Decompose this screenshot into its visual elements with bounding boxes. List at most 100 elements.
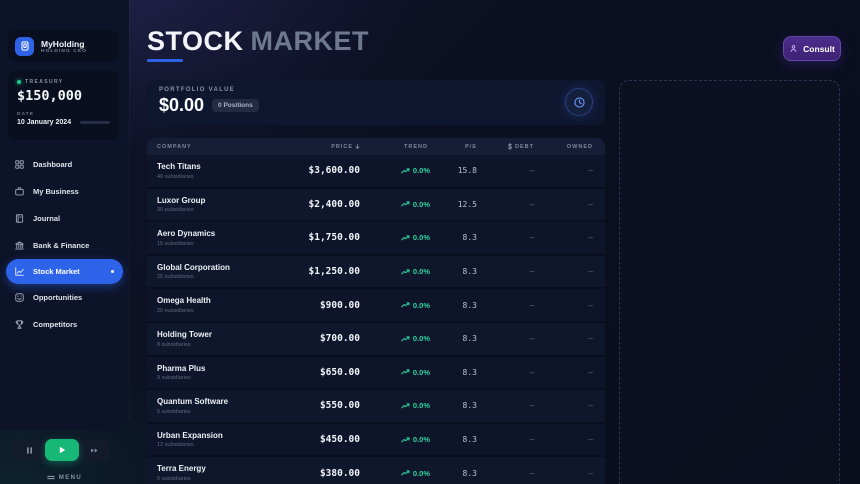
portfolio-value: $0.00 [159, 95, 205, 115]
pe-cell: 8.3 [462, 233, 477, 243]
trend-value: 0.0% [412, 401, 430, 411]
trend-value: 0.0% [412, 300, 430, 310]
trend-value: 0.0% [412, 199, 430, 209]
journal-icon [14, 213, 25, 224]
stock-row-omega-health[interactable]: Omega Health 20 subsidiaries $900.00 0.0… [147, 289, 605, 323]
trend-value: 0.0% [412, 334, 430, 344]
pause-icon [25, 446, 34, 455]
company-subsidiaries: 15 subsidiaries [157, 240, 194, 247]
building-icon [19, 40, 31, 52]
menu-button[interactable]: MENU [0, 474, 129, 481]
consult-button[interactable]: Consult [783, 36, 841, 61]
pe-cell: 12.5 [457, 199, 477, 209]
time-controls [14, 439, 110, 461]
active-indicator-dot [111, 270, 114, 273]
stock-row-tech-titans[interactable]: Tech Titans 40 subsidiaries $3,600.00 0.… [147, 155, 605, 189]
sidebar-item-stock-market[interactable]: Stock Market [6, 259, 123, 284]
trend-cell: 0.0% [362, 435, 430, 444]
owned-cell: – [588, 468, 593, 478]
stock-row-holding-tower[interactable]: Holding Tower 8 subsidiaries $700.00 0.0… [147, 322, 605, 357]
trend-value: 0.0% [412, 435, 430, 445]
history-clock-button[interactable] [566, 89, 592, 115]
stock-row-urban-expansion[interactable]: Urban Expansion 12 subsidiaries $450.00 … [147, 423, 605, 458]
company-name: Terra Energy [157, 464, 206, 474]
stock-table-header: COMPANY PRICE TREND P/E DEBT OWNED [147, 138, 605, 155]
pe-cell: 15.8 [457, 166, 477, 176]
sidebar-item-label: Dashboard [33, 160, 73, 169]
trend-cell: 0.0% [362, 267, 430, 276]
company-subsidiaries: 12 subsidiaries [157, 442, 194, 449]
company-name: Aero Dynamics [157, 229, 216, 239]
column-header-debt[interactable]: DEBT [479, 143, 536, 150]
company-name: Luxor Group [157, 195, 206, 205]
debt-cell: – [529, 267, 534, 277]
trend-up-icon [401, 336, 410, 342]
stock-row-quantum-software[interactable]: Quantum Software 6 subsidiaries $550.00 … [147, 390, 605, 424]
date-label: DATE [17, 112, 35, 117]
app-logo-card[interactable]: MyHolding HOLDING CEO [8, 30, 119, 62]
trend-up-icon [401, 168, 410, 174]
sidebar-item-my-business[interactable]: My Business [0, 178, 129, 205]
trend-up-icon [401, 436, 410, 443]
sidebar-item-journal[interactable]: Journal [0, 205, 129, 232]
company-subsidiaries: 30 subsidiaries [157, 207, 194, 214]
sidebar-item-bank-finance[interactable]: Bank & Finance [0, 232, 129, 259]
sidebar-item-competitors[interactable]: Competitors [0, 311, 129, 338]
owned-cell: – [588, 435, 593, 445]
pause-button[interactable] [14, 439, 45, 461]
app-tagline: HOLDING CEO [41, 48, 87, 54]
menu-label: MENU [58, 474, 83, 481]
column-header-price[interactable]: PRICE [267, 143, 362, 150]
trend-cell: 0.0% [362, 401, 430, 410]
price-cell: $380.00 [319, 467, 360, 479]
column-header-pe[interactable]: P/E [465, 143, 477, 150]
company-subsidiaries: 40 subsidiaries [157, 173, 194, 180]
debt-cell: – [529, 233, 534, 243]
page-title: STOCK MARKET [147, 26, 370, 56]
debt-cell: – [529, 300, 534, 310]
owned-cell: – [588, 199, 593, 209]
stock-row-luxor-group[interactable]: Luxor Group 30 subsidiaries $2,400.00 0.… [147, 188, 605, 223]
app-name: MyHolding [41, 38, 85, 49]
stock-row-aero-dynamics[interactable]: Aero Dynamics 15 subsidiaries $1,750.00 … [147, 222, 605, 256]
fast-forward-button[interactable] [79, 439, 110, 461]
treasury-status-dot [17, 80, 21, 84]
company-subsidiaries: 8 subsidiaries [157, 341, 191, 348]
debt-cell: – [529, 334, 534, 344]
price-cell: $450.00 [319, 434, 360, 446]
price-cell: $3,600.00 [308, 165, 360, 177]
trend-value: 0.0% [412, 166, 430, 176]
trend-up-icon [401, 470, 410, 476]
column-header-trend[interactable]: TREND [404, 143, 428, 150]
trend-value: 0.0% [412, 267, 430, 277]
price-cell: $650.00 [319, 366, 360, 378]
trend-up-icon [401, 268, 410, 275]
date-value: 10 January 2024 [17, 119, 72, 126]
stock-row-global-corporation[interactable]: Global Corporation 25 subsidiaries $1,25… [147, 255, 605, 290]
sidebar-item-opportunities[interactable]: Opportunities [0, 284, 129, 311]
clock-icon [573, 96, 586, 109]
portfolio-label: PORTFOLIO VALUE [159, 87, 236, 93]
column-header-owned[interactable]: OWNED [566, 143, 593, 150]
trend-up-icon [401, 235, 410, 241]
column-header-company[interactable]: COMPANY [157, 143, 192, 150]
stock-row-pharma-plus[interactable]: Pharma Plus 9 subsidiaries $650.00 0.0% … [147, 356, 605, 391]
play-icon [57, 445, 67, 455]
trend-cell: 0.0% [362, 233, 430, 242]
price-cell: $700.00 [319, 333, 360, 345]
sidebar-item-dashboard[interactable]: Dashboard [0, 151, 129, 178]
trend-cell: 0.0% [362, 469, 430, 478]
treasury-card: TREASURY $150,000 DATE 10 January 2024 [8, 71, 119, 140]
person-icon [789, 44, 798, 53]
pe-cell: 8.3 [462, 468, 477, 478]
sort-down-icon [355, 143, 360, 150]
trend-up-icon [401, 302, 410, 308]
owned-cell: – [588, 401, 593, 411]
play-button[interactable] [45, 439, 79, 461]
debt-cell: – [529, 435, 534, 445]
stock-row-terra-energy[interactable]: Terra Energy 5 subsidiaries $380.00 0.0%… [147, 457, 605, 484]
pe-cell: 8.3 [462, 435, 477, 445]
trend-cell: 0.0% [362, 334, 430, 343]
company-subsidiaries: 6 subsidiaries [157, 408, 191, 415]
